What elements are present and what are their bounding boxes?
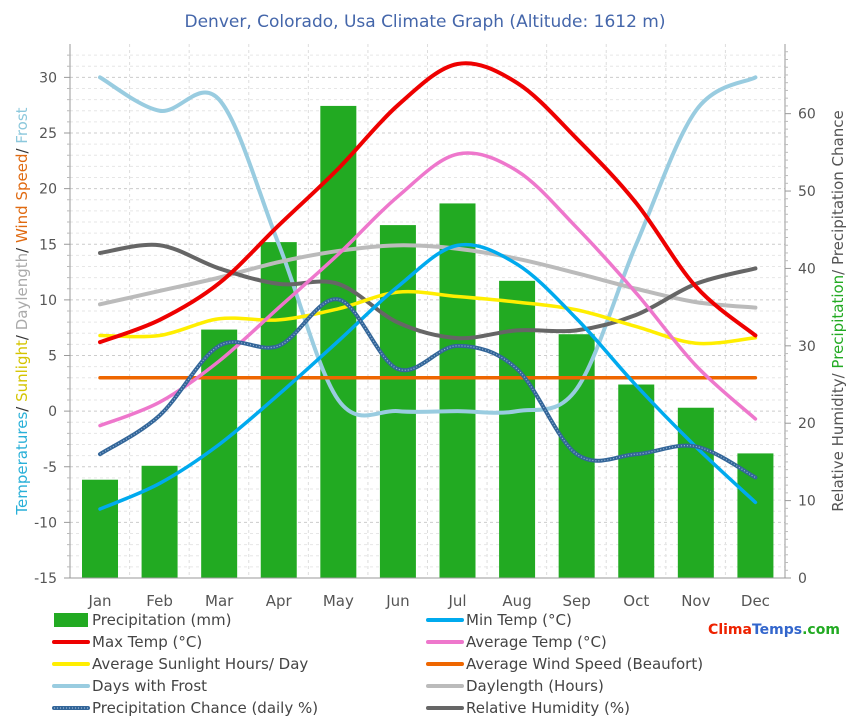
bar-precipitation-oct: [618, 384, 655, 578]
x-tick-label: Feb: [146, 592, 173, 610]
right-axis-title-part: Precipitation: [829, 275, 847, 369]
x-tick-label: Apr: [266, 592, 293, 610]
axes: -15 -10 -5 0 5 10 15 20 25 30 0 10 20 30 40 50 60 Jan Feb M…: [34, 44, 816, 610]
right-axis-title: Relative Humidity/ Precipitation/ Precip…: [829, 110, 847, 511]
chart-title: Denver, Colorado, Usa Climate Graph (Alt…: [185, 12, 666, 32]
x-tick-label: Jun: [385, 592, 409, 610]
line-precipitation-chance-daily: [98, 297, 758, 480]
legend-label: Days with Frost: [92, 677, 207, 695]
line-average-sunlight-hours-day: [98, 289, 758, 346]
right-tick-label: 60: [798, 107, 816, 123]
left-tick-label: 20: [39, 182, 57, 198]
left-axis-title-part: Temperatures: [13, 412, 31, 516]
left-axis-title-part: Wind Speed: [13, 154, 31, 244]
line-daylength-hours: [98, 243, 758, 310]
bar-precipitation-jan: [82, 479, 118, 578]
right-tick-label: 40: [798, 261, 816, 277]
right-axis-title-part: /: [829, 369, 847, 379]
watermark-logo: ClimaTemps.com: [708, 622, 840, 638]
right-tick-label: 10: [798, 494, 816, 510]
legend-swatch: [54, 613, 88, 627]
watermark-part: Temps: [752, 622, 802, 638]
bar-precipitation-jul: [439, 203, 476, 578]
x-tick-label: Mar: [205, 592, 234, 610]
left-tick-label: -15: [34, 571, 57, 587]
right-tick-label: 30: [798, 339, 816, 355]
left-tick-label: 10: [39, 293, 57, 309]
line-min-temp-c: [98, 242, 758, 511]
left-tick-label: 0: [48, 404, 57, 420]
line-average-temp-c: [98, 151, 758, 428]
watermark-part: Clima: [708, 622, 752, 638]
left-tick-label: 15: [39, 237, 57, 253]
left-axis-title-part: Sunlight: [13, 340, 31, 402]
right-axis-title-part: /: [829, 265, 847, 275]
legend-label: Average Temp (°C): [466, 633, 607, 651]
line-max-temp-c: [98, 61, 758, 345]
left-tick-label: -10: [34, 515, 57, 531]
left-axis-title-part: Frost: [13, 107, 31, 143]
left-axis-title: Temperatures/ Sunlight/ Daylength/ Wind …: [13, 107, 31, 515]
x-tick-label: Sep: [563, 592, 591, 610]
x-tick-label: Aug: [502, 592, 531, 610]
legend-label: Precipitation (mm): [92, 611, 231, 629]
left-tick-label: 5: [48, 349, 57, 365]
x-tick-label: Oct: [623, 592, 649, 610]
bar-precipitation-jun: [379, 225, 416, 579]
left-axis-title-part: /: [13, 402, 31, 412]
left-axis-title-part: Daylength: [13, 253, 31, 330]
legend-label: Max Temp (°C): [92, 633, 202, 651]
legend-label: Daylength (Hours): [466, 677, 604, 695]
x-tick-label: Nov: [681, 592, 710, 610]
x-tick-label: Dec: [741, 592, 770, 610]
x-tick-label: Jan: [87, 592, 111, 610]
left-axis-title-part: /: [13, 243, 31, 253]
bar-precipitation-apr: [260, 242, 297, 578]
legend-label: Min Temp (°C): [466, 611, 572, 629]
left-axis-title-part: /: [13, 144, 31, 154]
left-tick-label: -5: [43, 460, 57, 476]
line-relative-humidity: [98, 242, 758, 341]
x-tick-label: Jul: [447, 592, 466, 610]
left-tick-label: 30: [39, 70, 57, 86]
legend-label: Precipitation Chance (daily %): [92, 699, 318, 717]
bar-precipitation-dec: [737, 453, 774, 578]
left-axis-title-part: /: [13, 330, 31, 340]
legend-label: Average Sunlight Hours/ Day: [92, 655, 308, 673]
x-tick-label: May: [323, 592, 354, 610]
legend: Precipitation (mm) Max Temp (°C) Average S…: [52, 611, 703, 717]
right-axis-title-part: Relative Humidity: [829, 378, 847, 511]
left-tick-label: 25: [39, 126, 57, 142]
series-lines: [98, 61, 758, 511]
legend-label: Average Wind Speed (Beaufort): [466, 655, 703, 673]
right-tick-label: 0: [798, 571, 807, 587]
right-tick-label: 50: [798, 184, 816, 200]
right-tick-label: 20: [798, 416, 816, 432]
legend-label: Relative Humidity (%): [466, 699, 630, 717]
watermark-part: .com: [802, 622, 840, 638]
right-axis-title-part: Precipitation Chance: [829, 110, 847, 265]
bar-precipitation-aug: [499, 280, 536, 578]
line-days-with-frost: [98, 75, 758, 418]
